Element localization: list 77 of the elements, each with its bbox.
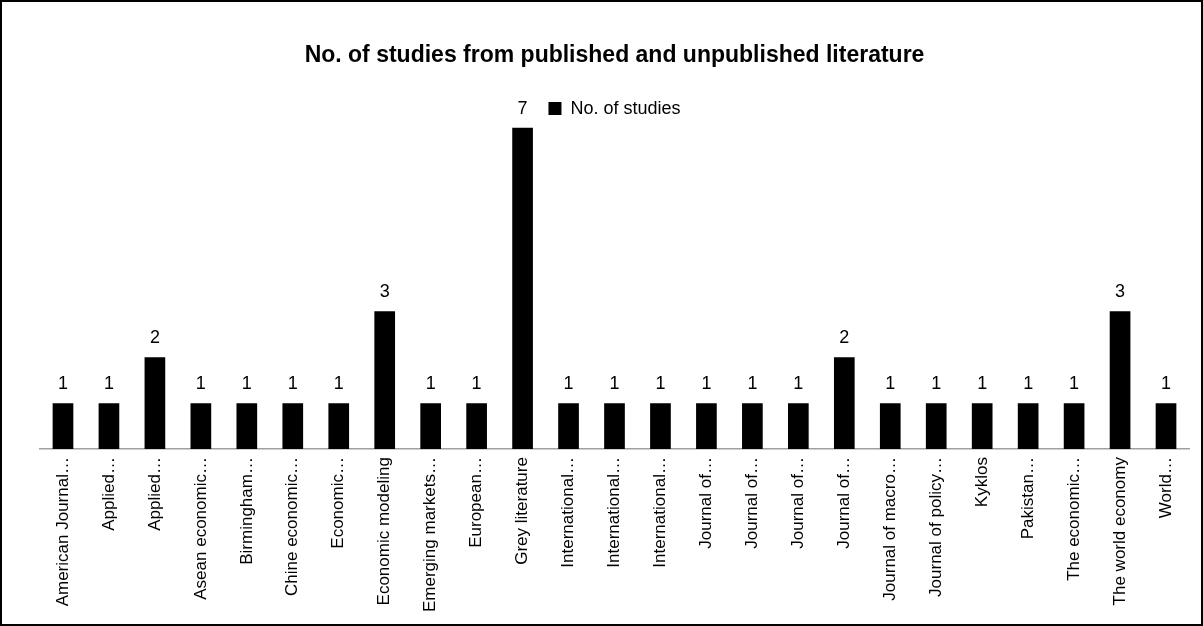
bar [925, 403, 947, 450]
bar [420, 403, 441, 450]
x-tick-label: The world economy [1109, 456, 1129, 606]
bar [971, 403, 993, 450]
data-label: 1 [655, 373, 666, 394]
data-label: 1 [195, 373, 206, 394]
x-tick-label: Journal of… [833, 457, 853, 549]
data-label: 1 [609, 373, 620, 394]
bar [190, 403, 212, 450]
x-tick-label: Journal of policy… [925, 457, 945, 597]
data-label: 1 [425, 373, 436, 394]
x-tick-label: Grey literature [512, 457, 532, 565]
data-label: 1 [1069, 373, 1080, 394]
data-label: 1 [103, 373, 114, 394]
data-label: 2 [149, 327, 160, 348]
data-label: 1 [977, 373, 988, 394]
bar [788, 403, 809, 450]
x-tick-label: World… [1155, 457, 1175, 519]
x-tick-label: American Journal… [52, 457, 72, 607]
data-label: 1 [701, 373, 712, 394]
x-tick-label: International… [604, 457, 624, 568]
data-label: 1 [241, 373, 252, 394]
x-tick-label: Birmingham… [236, 457, 256, 565]
bar [650, 403, 671, 450]
data-label: 1 [287, 373, 298, 394]
data-label: 1 [747, 373, 758, 394]
legend-label: No. of studies [570, 97, 681, 118]
bar [604, 403, 625, 450]
bar [52, 403, 74, 450]
data-label: 3 [379, 281, 390, 302]
bar [833, 357, 855, 450]
data-label: 1 [471, 373, 482, 394]
x-tick-label: Economic… [328, 457, 348, 549]
x-tick-label: Asean economic… [190, 457, 210, 600]
bar [512, 127, 533, 450]
data-label: 1 [333, 373, 344, 394]
bar [236, 403, 258, 450]
data-label: 3 [1115, 281, 1126, 302]
data-label: 1 [931, 373, 942, 394]
bar [1155, 403, 1177, 450]
bar [466, 403, 487, 450]
bar [1109, 311, 1131, 450]
x-tick-label: Pakistan… [1017, 457, 1037, 540]
bar [696, 403, 717, 450]
x-tick-label: International… [650, 457, 670, 568]
chart-title: No. of studies from published and unpublished literature [304, 41, 925, 68]
x-tick-label: Journal of… [742, 457, 762, 549]
x-tick-label: Chine economic… [282, 457, 302, 596]
x-tick-label: European… [466, 457, 486, 548]
data-label: 1 [563, 373, 574, 394]
bar [328, 403, 350, 450]
data-label: 1 [1161, 373, 1172, 394]
x-tick-label: Journal of… [696, 457, 716, 549]
x-tick-label: Kyklos [971, 457, 991, 508]
bar [1063, 403, 1085, 450]
x-tick-label: Applied… [144, 457, 164, 531]
bar [282, 403, 304, 450]
bar [1017, 403, 1039, 450]
bar [98, 403, 120, 450]
data-label: 1 [1023, 373, 1034, 394]
x-tick-label: Journal of… [788, 457, 808, 549]
bar [879, 403, 901, 450]
x-tick-label: Emerging markets… [420, 457, 440, 612]
data-label: 2 [839, 327, 850, 348]
data-label: 7 [517, 97, 528, 118]
x-tick-label: Journal of macro… [879, 457, 899, 601]
x-tick-label: The economic… [1063, 457, 1083, 581]
bar [374, 311, 396, 450]
bar [742, 403, 763, 450]
x-tick-label: International… [558, 457, 578, 568]
x-tick-label: Applied… [98, 457, 118, 531]
data-label: 1 [57, 373, 68, 394]
data-label: 1 [793, 373, 804, 394]
x-tick-label: Economic modeling [374, 457, 394, 606]
data-label: 1 [885, 373, 896, 394]
bar [558, 403, 579, 450]
bar [144, 357, 166, 450]
